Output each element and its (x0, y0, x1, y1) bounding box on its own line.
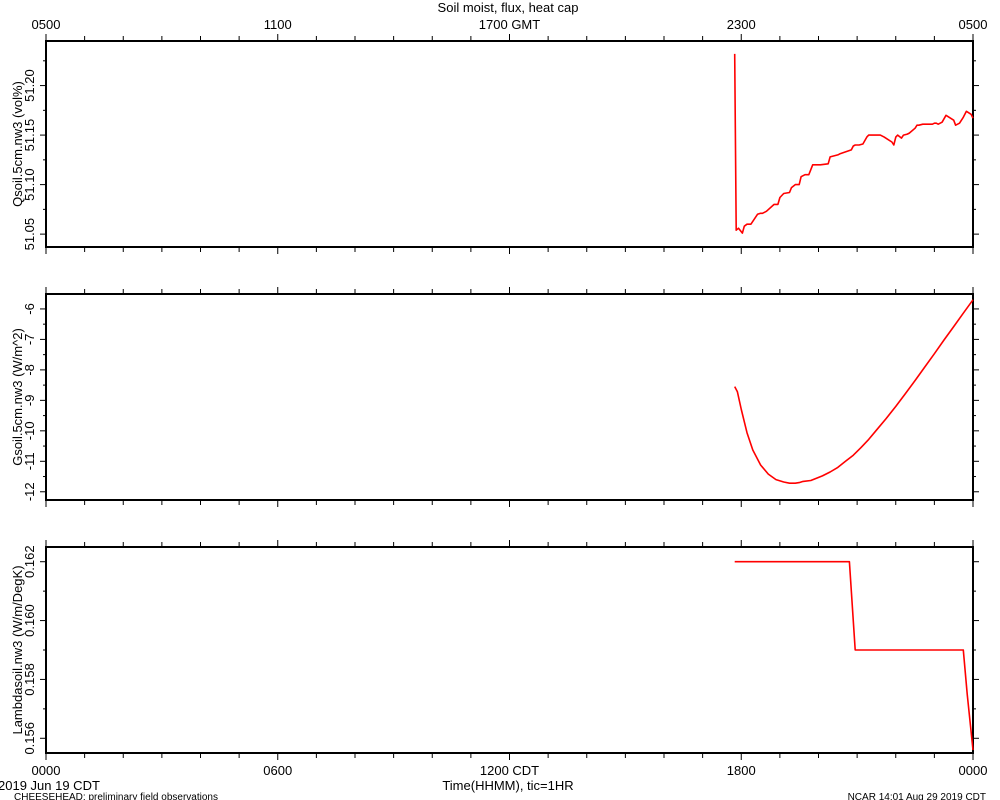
y-tick-label: -8 (22, 364, 37, 376)
top-tick-label: 2300 (727, 17, 756, 32)
y-tick-label: 51.20 (22, 69, 37, 102)
y-tick-label: -12 (22, 482, 37, 501)
y-axis-label: Gsoil.5cm.nw3 (W/m^2) (10, 328, 25, 466)
chart-title: Soil moist, flux, heat cap (438, 0, 579, 15)
plot-frame (45, 546, 974, 754)
y-tick-label: 0.162 (22, 545, 37, 578)
y-tick-label: 0.160 (22, 604, 37, 637)
y-tick-label: -9 (22, 395, 37, 407)
x-axis-label: Time(HHMM), tic=1HR (442, 778, 573, 793)
timestamp-label: NCAR 14:01 Aug 29 2019 CDT (848, 792, 986, 800)
y-tick-label: 51.05 (22, 218, 37, 251)
y-tick-label: -10 (22, 421, 37, 440)
y-tick-label: 51.10 (22, 168, 37, 201)
y-axis-label: Qsoil.5cm.nw3 (vol%) (10, 81, 25, 207)
y-tick-label: 0.156 (22, 722, 37, 755)
y-tick-label: -7 (22, 334, 37, 346)
bottom-tick-label: 0000 (959, 763, 988, 778)
bottom-time-axis: 0000 0600 1200 CDT 1800 0000 (32, 763, 988, 778)
y-tick-label: 51.15 (22, 119, 37, 152)
bottom-tick-label: 0000 (32, 763, 61, 778)
series-line (733, 299, 974, 485)
series-line (733, 53, 974, 234)
series-line (734, 560, 974, 751)
top-tick-label: 1100 (264, 17, 292, 32)
y-tick-label: 0.158 (22, 663, 37, 696)
top-time-axis: 0500 1100 1700 GMT 2300 0500 (32, 17, 988, 32)
bottom-tick-label: 1800 (727, 763, 756, 778)
y-tick-label: -11 (22, 452, 37, 470)
top-tick-label: 0500 (959, 17, 988, 32)
date-label: 2019 Jun 19 CDT (0, 778, 100, 793)
project-label: CHEESEHEAD: preliminary field observatio… (14, 792, 218, 800)
bottom-tick-label: 0600 (263, 763, 292, 778)
top-tick-label: 0500 (32, 17, 61, 32)
plot-frame (45, 40, 974, 248)
y-axis-label: Lambdasoil.nw3 (W/m/DegK) (10, 565, 25, 734)
bottom-tick-label: 1200 CDT (480, 763, 539, 778)
soil-heat-flux-panel: -12 -11 -10 -9 -8 -7 -6 Gsoil.5cm.nw3 (W/m^2) (10, 287, 979, 507)
y-tick-label: -6 (22, 303, 37, 315)
top-tick-label: 1700 GMT (479, 17, 540, 32)
